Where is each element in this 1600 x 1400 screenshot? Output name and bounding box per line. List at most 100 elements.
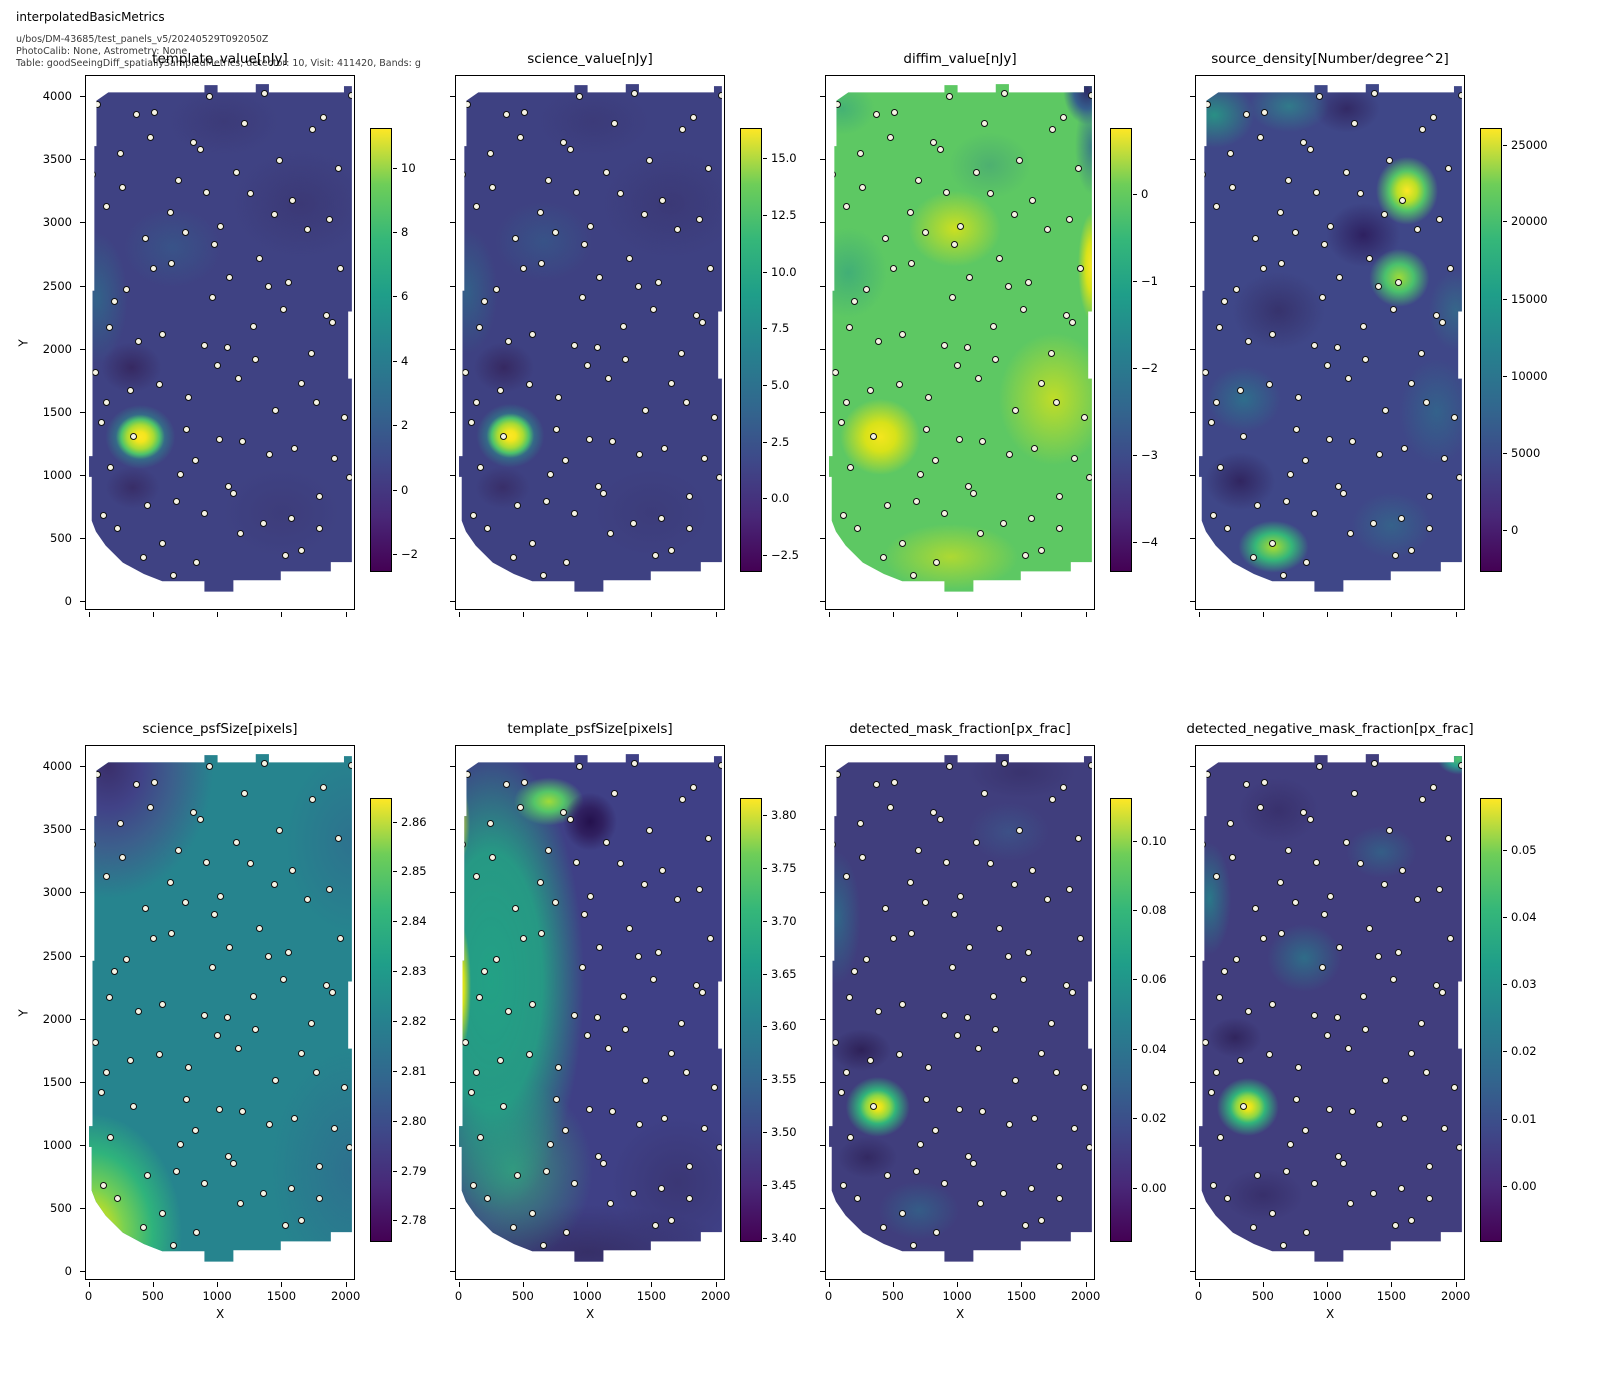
sample-point [1259,934,1267,942]
x-axis-label: X [956,1307,965,1321]
colorbar-tick-label: 2.79 [401,1163,427,1178]
sample-point [525,381,533,389]
x-axis-tick-label: 1500 [1376,1289,1407,1303]
x-tick-mark [88,1282,90,1287]
x-tick-mark [1262,612,1264,617]
sample-point [828,170,836,178]
sample-point [182,1096,190,1104]
sample-point [1012,407,1020,415]
sample-point [1359,992,1367,1000]
y-tick-mark [450,474,455,476]
sample-point [1346,530,1354,538]
colorbar-tick-mark [393,1070,397,1072]
sample-point [953,362,961,370]
x-axis-tick-label: 2000 [701,1289,731,1303]
sample-point [509,554,517,562]
sample-point [1306,815,1314,823]
sample-point [646,826,654,834]
sample-point [1418,350,1426,358]
sample-point [604,1045,612,1053]
sample-point [243,1254,251,1262]
sample-point [833,100,841,108]
sample-point [528,1001,536,1009]
sample-point [348,91,352,99]
sample-point [200,1012,208,1019]
sample-point [1022,1222,1030,1230]
sample-point [613,584,621,592]
sample-point [1361,1026,1369,1033]
x-axis-tick-label: 1500 [636,1289,667,1303]
colorbar: 0.10 0.08 0.06 0.04 0.02 0.00 [1110,798,1167,1242]
sample-point [570,510,578,518]
sample-point [98,1089,106,1097]
sample-point [146,803,154,811]
x-axis-label: X [1326,1307,1335,1321]
sample-point [1325,1106,1333,1114]
sample-point [288,515,296,523]
sample-point [1401,1115,1409,1123]
sample-point [1344,375,1352,383]
sample-point [462,1039,469,1046]
sample-point [1334,483,1342,491]
sample-point [883,502,891,510]
sample-point [995,254,1003,262]
sample-point [1302,559,1310,567]
sample-point [458,565,464,573]
sample-point [1049,795,1057,803]
sample-point [1198,840,1206,848]
colorbar-tick-label: 2.86 [401,814,427,829]
sample-point [859,183,866,191]
sample-point [898,1210,906,1218]
sample-point [298,380,306,388]
sample-point [872,110,880,118]
sample-point [326,215,334,223]
sample-point [932,559,940,567]
sample-point [940,342,948,349]
colorbar-tick-label: 5.0 [771,378,790,393]
sample-point [202,858,210,866]
y-tick-mark [450,285,455,287]
plot-axes: 0 500 1000 1500 2000 X [820,745,1100,1321]
sample-point [329,319,337,327]
sample-point [701,455,709,463]
sample-point [1223,525,1231,533]
sample-point [335,834,343,842]
colorbar-tick-mark [1133,910,1137,911]
sample-point [986,859,994,867]
sample-point [635,282,643,290]
sample-point [559,808,567,816]
sample-point [1202,369,1209,376]
sample-point [832,1039,839,1046]
sample-point [1242,780,1250,788]
sample-point [945,93,953,101]
x-tick-mark [152,1282,154,1287]
sample-point [1323,1032,1331,1040]
sample-point [832,369,839,376]
y-tick-labels: 1500 [34,76,79,611]
sample-point [496,1057,504,1065]
sample-point [1223,1195,1231,1203]
sample-point [686,1195,694,1203]
sample-point [866,387,874,395]
sample-point [1456,1144,1462,1152]
sample-point [874,337,882,345]
sample-point [1320,910,1328,918]
sample-point [578,963,586,971]
sample-point [972,168,980,176]
sample-point [1284,846,1292,854]
sample-point [216,222,224,230]
sample-point [536,208,544,216]
sample-point [313,399,321,407]
colorbar-tick-mark [393,821,397,823]
sample-point [308,350,316,358]
sample-point [166,878,174,886]
sample-point [158,1001,166,1009]
sample-point [520,108,528,116]
colorbar-tick-mark [1133,542,1137,544]
sample-point [619,992,627,1000]
sample-point [570,1012,578,1019]
sample-point [519,934,527,942]
colorbar-tick-mark [1503,984,1507,986]
heatmap-panel: source_density[Number/degree^2] 25000 2000… [1190,51,1555,617]
sample-point [1060,783,1068,791]
